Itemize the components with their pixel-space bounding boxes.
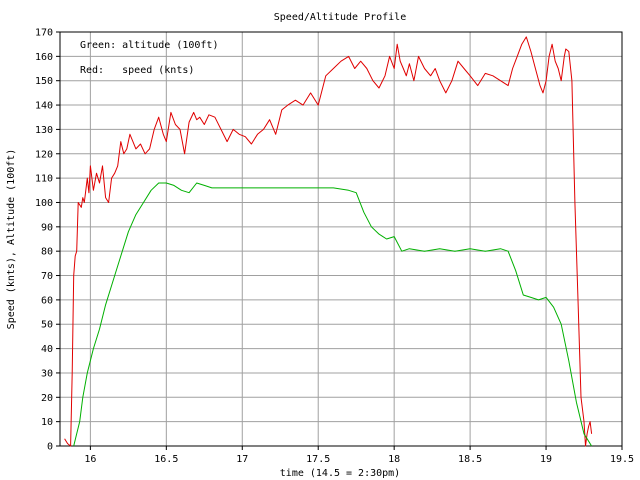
x-tick-label: 19.5	[610, 454, 634, 465]
plot-frame	[59, 31, 623, 447]
chart-title: Speed/Altitude Profile	[274, 12, 406, 23]
y-tick-label: 120	[35, 149, 53, 160]
y-tick-label: 40	[41, 344, 53, 355]
x-tick-label: 16	[84, 454, 96, 465]
y-tick-label: 170	[35, 28, 53, 39]
legend-speed: Red: speed (knts)	[80, 65, 194, 76]
altitude-series-line	[73, 182, 593, 447]
x-axis-label: time (14.5 = 2:30pm)	[280, 468, 400, 479]
x-tick-label: 17	[236, 454, 248, 465]
y-axis-label: Speed (knts), Altitude (100ft)	[6, 149, 17, 330]
y-tick-label: 110	[35, 174, 53, 185]
speed-series-line	[64, 36, 593, 447]
y-tick-label: 160	[35, 52, 53, 63]
y-tick-label: 70	[41, 271, 53, 282]
x-tick-label: 18	[388, 454, 400, 465]
x-tick-label: 19	[540, 454, 552, 465]
y-tick-label: 50	[41, 320, 53, 331]
legend-altitude: Green: altitude (100ft)	[80, 40, 218, 51]
y-tick-label: 140	[35, 101, 53, 112]
x-axis-ticks: 16 16.5 17 17.5 18 18.5 19 19.5	[84, 446, 634, 465]
y-tick-label: 30	[41, 368, 53, 379]
y-tick-label: 60	[41, 295, 53, 306]
y-tick-label: 130	[35, 125, 53, 136]
x-tick-label: 16.5	[154, 454, 178, 465]
y-tick-label: 0	[47, 442, 53, 453]
y-tick-label: 20	[41, 393, 53, 404]
y-axis-ticks: 0 10 20 30 40 50 60 70 80 90 100 110 120 130 140 150 160…	[35, 28, 60, 453]
y-tick-label: 80	[41, 247, 53, 258]
y-tick-label: 100	[35, 198, 53, 209]
y-tick-label: 10	[41, 417, 53, 428]
x-tick-label: 17.5	[306, 454, 330, 465]
x-tick-label: 18.5	[458, 454, 482, 465]
y-tick-label: 150	[35, 76, 53, 87]
y-tick-label: 90	[41, 222, 53, 233]
series-lines	[64, 36, 593, 447]
